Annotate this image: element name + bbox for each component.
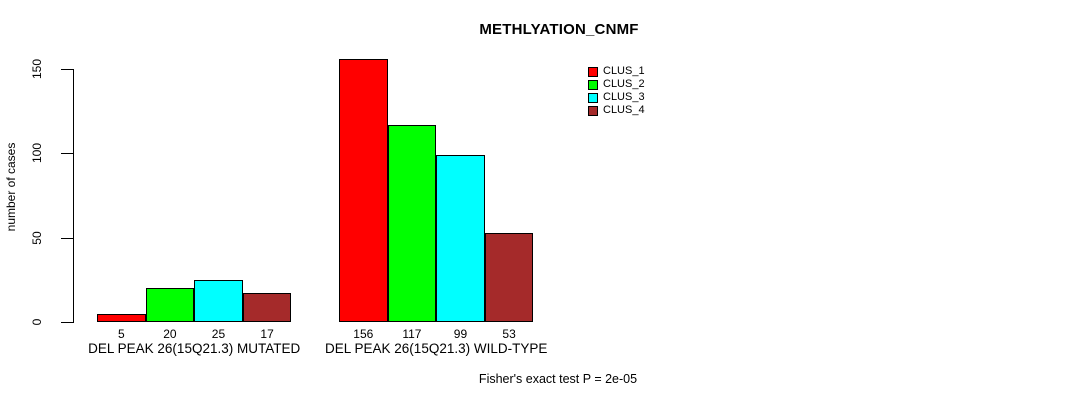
bar-value-label: 99	[453, 327, 468, 341]
bar-value-label: 5	[117, 327, 125, 341]
bar-clus_1	[97, 313, 146, 322]
bar-value-label: 17	[260, 327, 274, 341]
y-axis-tick	[61, 69, 73, 70]
legend: CLUS_1 CLUS_2 CLUS_3 CLUS_4	[588, 65, 645, 117]
y-axis-label: number of cases	[4, 142, 18, 232]
legend-item: CLUS_1	[588, 65, 645, 78]
bar-value-label: 25	[211, 327, 226, 341]
legend-label: CLUS_2	[603, 78, 645, 90]
bar-value-label: 53	[502, 327, 516, 341]
legend-swatch-icon	[588, 79, 598, 90]
legend-label: CLUS_1	[603, 65, 645, 77]
y-axis-tick-label: 100	[30, 143, 44, 164]
bar-clus_4	[484, 232, 534, 322]
legend-label: CLUS_3	[603, 91, 645, 103]
legend-swatch-icon	[588, 66, 598, 77]
y-axis-tick-label: 150	[30, 58, 44, 80]
annotation-text: Fisher's exact test P = 2e-05	[478, 372, 638, 386]
y-axis-tick	[61, 237, 73, 239]
bar-value-label: 156	[353, 327, 374, 341]
y-axis-tick	[61, 322, 73, 323]
legend-label: CLUS_4	[603, 104, 645, 116]
legend-swatch-icon	[588, 92, 598, 103]
group-label: DEL PEAK 26(15Q21.3) WILD-TYPE	[325, 341, 548, 356]
group-label: DEL PEAK 26(15Q21.3) MUTATED	[88, 341, 301, 356]
bar-clus_2	[145, 288, 195, 322]
legend-swatch-icon	[588, 105, 598, 116]
y-axis-tick-label: 0	[30, 318, 44, 326]
legend-item: CLUS_2	[588, 78, 645, 91]
y-axis-tick	[61, 153, 73, 155]
y-axis-line	[73, 69, 74, 323]
chart-title: METHLYATION_CNMF	[479, 21, 639, 38]
legend-item: CLUS_3	[588, 91, 645, 104]
y-axis-tick-label: 50	[30, 230, 44, 245]
legend-item: CLUS_4	[588, 104, 645, 117]
bar-clus_1	[339, 58, 388, 322]
bar-clus_3	[436, 155, 485, 322]
bar-clus_3	[194, 279, 243, 322]
bar-value-label: 20	[163, 327, 177, 341]
bar-clus_4	[242, 293, 292, 322]
bar-value-label: 117	[402, 327, 422, 341]
bar-clus_2	[387, 124, 437, 322]
